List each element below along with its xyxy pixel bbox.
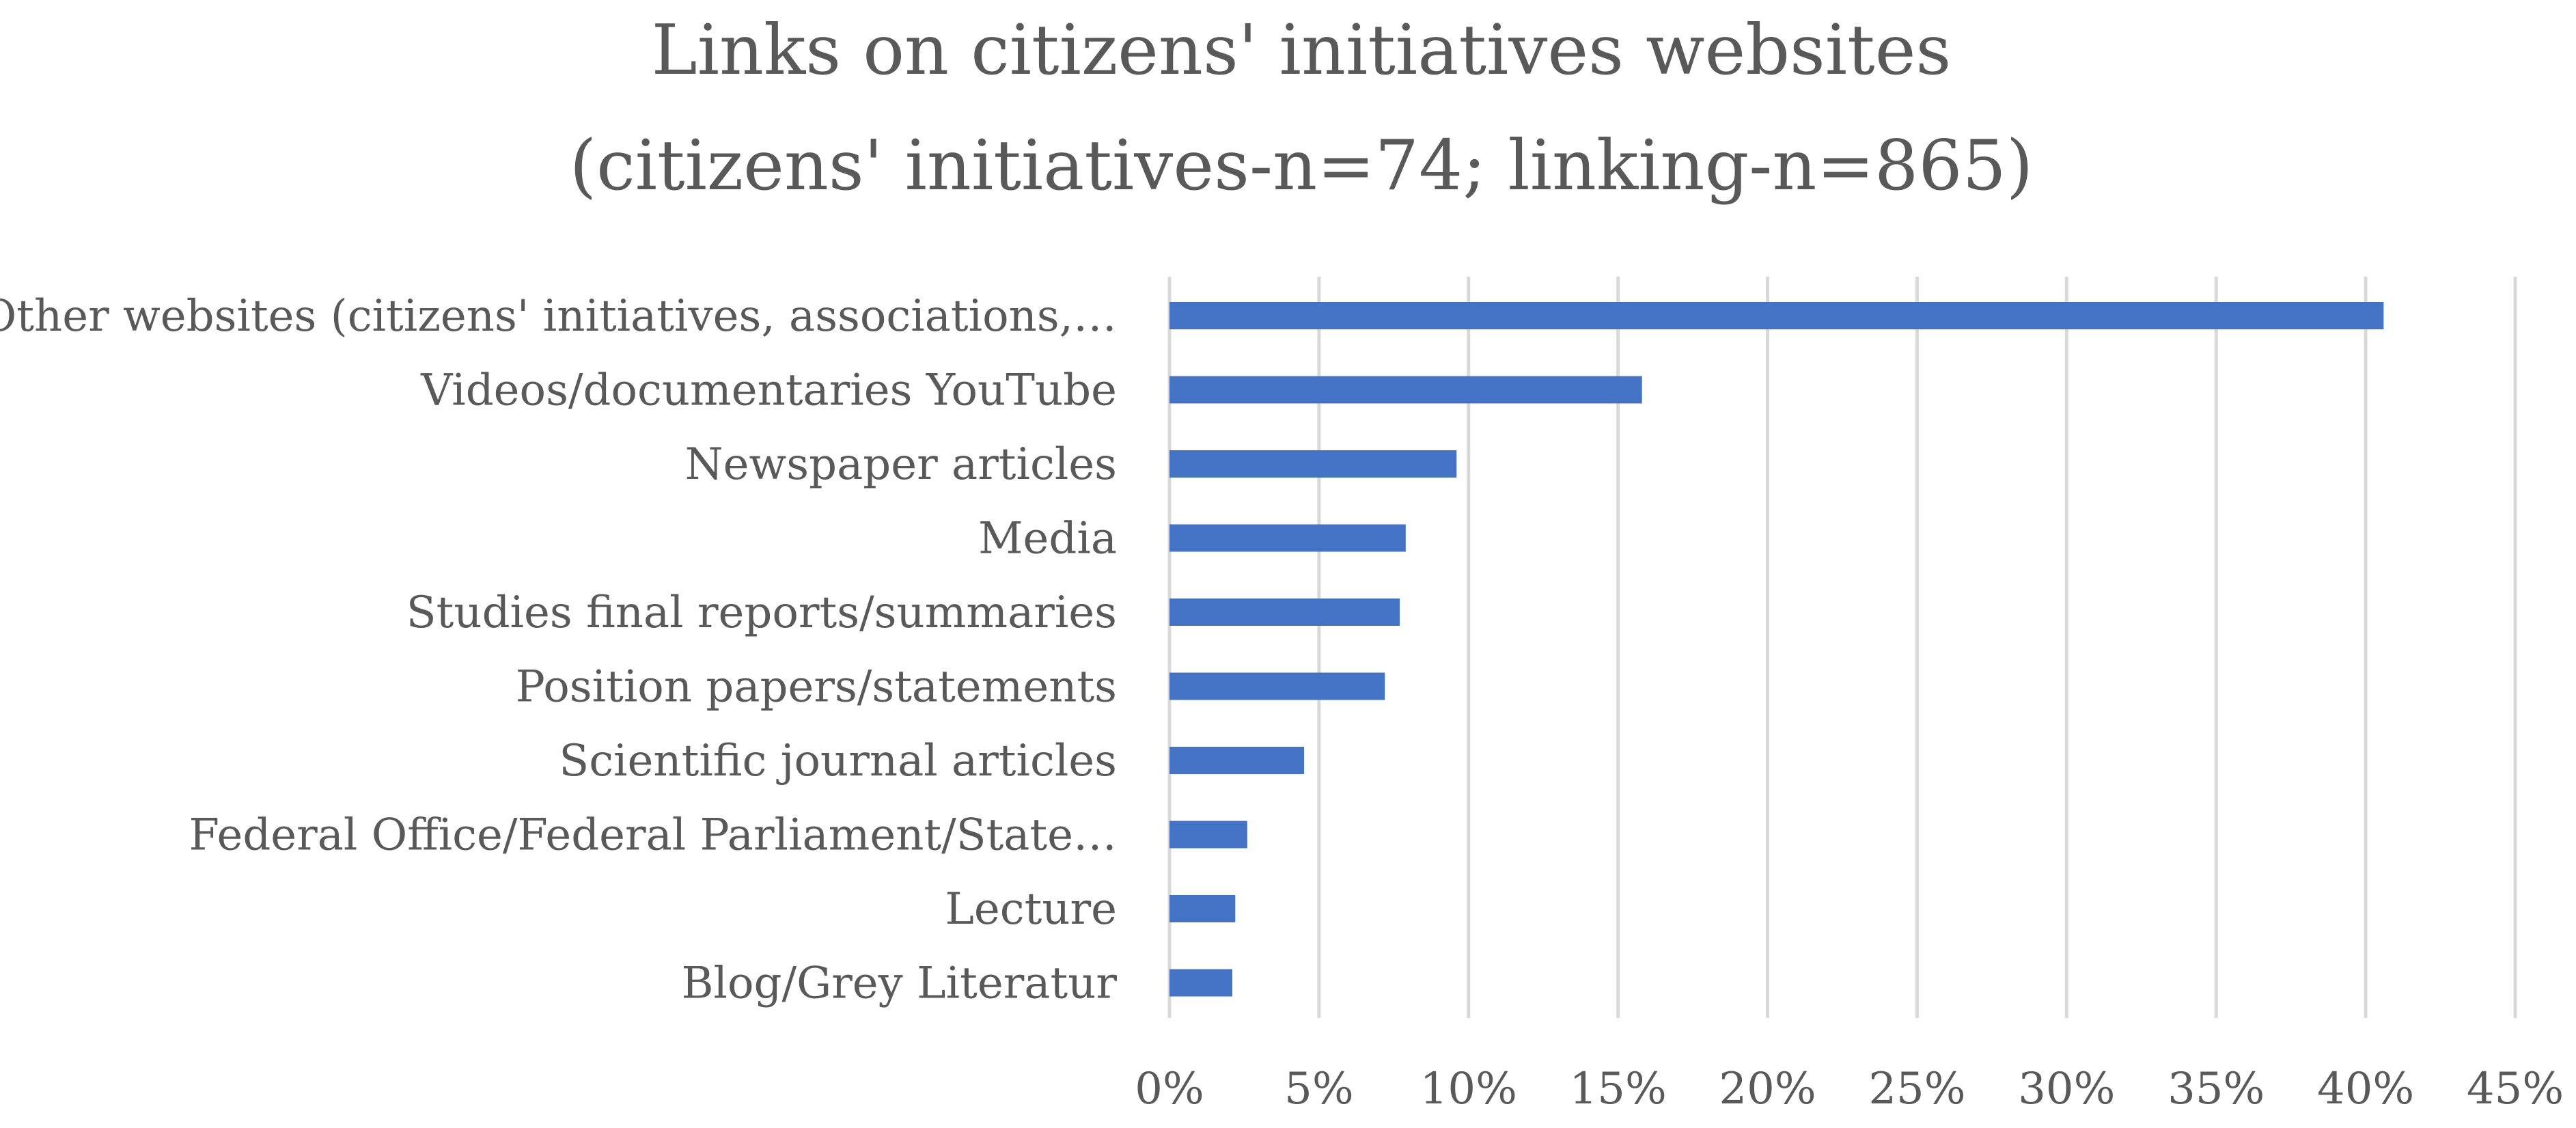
bar-0 (1169, 302, 2384, 329)
x-tick-label-20: 20% (1719, 1064, 1816, 1114)
x-tick-label-35: 35% (2168, 1064, 2265, 1114)
bar-9 (1169, 969, 1232, 997)
x-tick-label-30: 30% (2018, 1064, 2115, 1114)
bar-4 (1169, 599, 1400, 626)
bar-5 (1169, 672, 1385, 700)
bar-1 (1169, 376, 1642, 404)
chart-title: Links on citizens' initiatives websites (652, 10, 1952, 90)
bar-3 (1169, 524, 1406, 552)
bar-8 (1169, 895, 1236, 922)
chart-subtitle: (citizens' initiatives-n=74; linking-n=8… (570, 125, 2034, 206)
category-label-8: Lecture (945, 884, 1117, 935)
x-tick-label-25: 25% (1868, 1064, 1965, 1114)
category-labels: Other websites (citizens' initiatives, a… (0, 291, 1117, 1009)
category-label-0: Other websites (citizens' initiatives, a… (0, 291, 1117, 342)
bars (1169, 302, 2384, 997)
category-label-9: Blog/Grey Literatur (682, 959, 1118, 1009)
x-axis-tick-labels: 0% 5% 10% 15% 20% 25% 30% 35% 40% 45% (1135, 1064, 2564, 1114)
x-tick-label-0: 0% (1135, 1064, 1204, 1114)
category-label-1: Videos/documentaries YouTube (420, 366, 1117, 416)
category-label-2: Newspaper articles (685, 439, 1117, 490)
x-tick-label-15: 15% (1570, 1064, 1667, 1114)
x-tick-label-5: 5% (1284, 1064, 1354, 1114)
x-tick-label-10: 10% (1420, 1064, 1517, 1114)
x-tick-label-45: 45% (2467, 1064, 2564, 1114)
x-tick-label-40: 40% (2317, 1064, 2414, 1114)
bar-6 (1169, 747, 1304, 774)
category-label-7: Federal Office/Federal Parliament/State… (189, 810, 1117, 861)
category-label-6: Scientific journal articles (559, 736, 1117, 786)
category-label-5: Position papers/statements (516, 662, 1117, 713)
category-label-3: Media (978, 514, 1117, 564)
bar-2 (1169, 450, 1457, 478)
bar-7 (1169, 821, 1247, 849)
category-label-4: Studies final reports/summaries (406, 588, 1117, 638)
